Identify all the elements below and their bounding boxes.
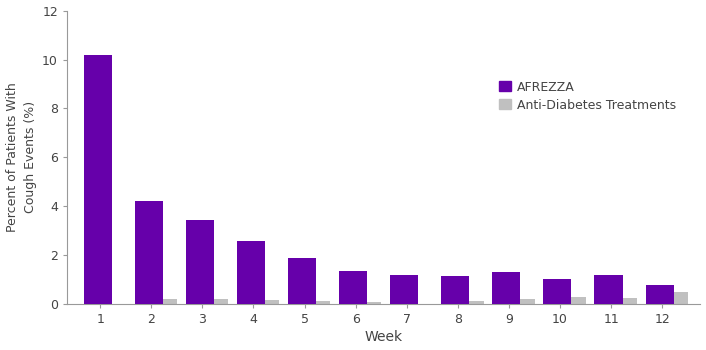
- Bar: [359, 302, 381, 304]
- Bar: [205, 299, 228, 304]
- Bar: [614, 298, 637, 304]
- X-axis label: Week: Week: [365, 330, 403, 344]
- Bar: [288, 258, 316, 304]
- Bar: [645, 285, 674, 304]
- Bar: [154, 299, 177, 304]
- Bar: [256, 300, 280, 304]
- Bar: [492, 272, 520, 304]
- Bar: [237, 240, 265, 304]
- Bar: [339, 271, 367, 304]
- Bar: [441, 276, 469, 304]
- Bar: [83, 55, 112, 304]
- Bar: [390, 275, 418, 304]
- Y-axis label: Percent of Patients With
Cough Events (%): Percent of Patients With Cough Events (%…: [6, 83, 37, 232]
- Bar: [307, 301, 330, 304]
- Bar: [460, 301, 484, 304]
- Legend: AFREZZA, Anti-Diabetes Treatments: AFREZZA, Anti-Diabetes Treatments: [493, 76, 681, 117]
- Bar: [135, 202, 163, 304]
- Bar: [512, 299, 534, 304]
- Bar: [594, 275, 623, 304]
- Bar: [544, 279, 571, 304]
- Bar: [186, 220, 214, 304]
- Bar: [563, 298, 586, 304]
- Bar: [665, 292, 688, 304]
